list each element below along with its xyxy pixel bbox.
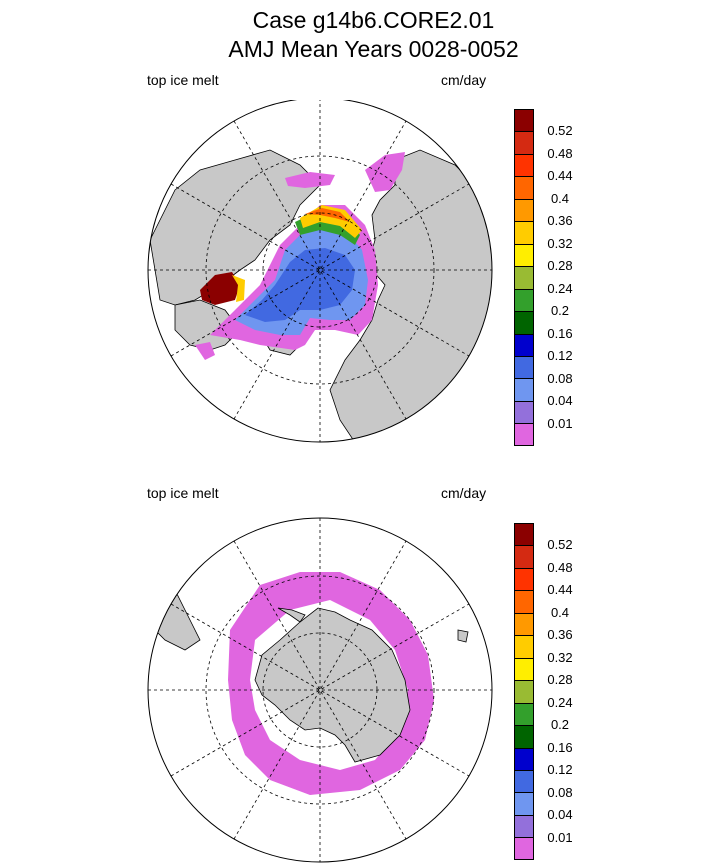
south-colorbar-swatch: [515, 814, 533, 838]
south-panel-label: top ice melt: [147, 485, 219, 501]
north-colorbar-tick-label: 0.28: [547, 258, 573, 274]
south-colorbar-tick-label: 0.08: [547, 784, 573, 800]
north-panel-label: top ice melt: [147, 72, 219, 88]
north-colorbar-tick-label: 0.16: [547, 325, 573, 341]
south-colorbar-tick-label: 0.2: [550, 717, 570, 733]
south-colorbar-swatch: [515, 523, 533, 546]
north-colorbar-tick-label: 0.32: [547, 235, 573, 251]
north-colorbar-tick-label: 0.01: [547, 415, 573, 431]
north-colorbar-tick-label: 0.52: [547, 123, 573, 139]
north-colorbar-swatch: [515, 423, 533, 446]
north-graticule: [148, 100, 492, 442]
north-colorbar-swatch: [515, 266, 533, 289]
south-land-antarctic-peninsula: [277, 607, 306, 623]
south-colorbar-tick-label: 0.04: [547, 807, 573, 823]
figure-title-line1: Case g14b6.CORE2.01: [252, 7, 495, 33]
north-ice-melt-blue: [245, 248, 355, 322]
north-polar-map: [147, 100, 493, 443]
north-map-border: [147, 100, 493, 443]
north-colorbar-swatch: [515, 131, 533, 154]
south-colorbar-box: [514, 523, 534, 860]
north-colorbar-swatch: [515, 109, 533, 132]
south-colorbar-tick-label: 0.52: [547, 537, 573, 553]
south-colorbar-swatch: [515, 769, 533, 793]
north-colorbar: 0.52 0.48 0.44 0.4 0.36 0.32 0.28 0.24 0.2 0.16 0.…: [514, 109, 594, 446]
south-colorbar-tick-label: 0.01: [547, 829, 573, 845]
north-ice-melt-yellow-hudson: [232, 275, 245, 302]
south-colorbar-swatch: [515, 702, 533, 726]
north-ice-melt-orange: [305, 208, 350, 222]
north-ice-melt-baffin: [195, 342, 215, 360]
north-colorbar-swatch: [515, 311, 533, 334]
north-colorbar-swatch: [515, 378, 533, 401]
north-panel-units: cm/day: [441, 72, 487, 88]
north-colorbar-tick-label: 0.4: [550, 190, 570, 206]
south-colorbar-swatch: [515, 545, 533, 568]
south-colorbar-swatch: [515, 657, 533, 681]
south-colorbar-swatch: [515, 725, 533, 748]
south-colorbar-tick-label: 0.32: [547, 649, 573, 665]
north-colorbar-tick-label: 0.44: [547, 168, 573, 184]
south-colorbar-tick-label: 0.16: [547, 739, 573, 755]
south-ice-melt-ring: [228, 572, 434, 795]
north-colorbar-swatch: [515, 355, 533, 379]
south-colorbar-tick-label: 0.12: [547, 762, 573, 778]
north-land-canada-islands: [174, 299, 241, 351]
north-ice-melt-darkred-hudson: [200, 272, 240, 305]
north-colorbar-swatch: [515, 153, 533, 177]
north-ice-melt-bering: [285, 172, 335, 188]
north-colorbar-swatch: [515, 221, 533, 244]
south-colorbar: 0.52 0.48 0.44 0.4 0.36 0.32 0.28 0.24 0.2 0.16 0.…: [514, 523, 594, 860]
south-colorbar-swatch: [515, 792, 533, 815]
north-ice-melt-okhotsk: [365, 152, 405, 192]
south-colorbar-tick-label: 0.28: [547, 672, 573, 688]
south-colorbar-swatch: [515, 747, 533, 770]
south-colorbar-swatch: [515, 680, 533, 703]
north-colorbar-swatch: [515, 400, 533, 424]
north-colorbar-swatch: [515, 243, 533, 267]
north-colorbar-tick-label: 0.12: [547, 348, 573, 364]
south-colorbar-tick-label: 0.44: [547, 582, 573, 598]
north-land-america: [149, 149, 321, 306]
south-graticule: [148, 518, 492, 862]
south-panel-units: cm/day: [441, 485, 487, 501]
south-colorbar-swatch: [515, 635, 533, 658]
south-colorbar-tick-label: 0.4: [550, 604, 570, 620]
south-colorbar-tick-label: 0.36: [547, 627, 573, 643]
north-colorbar-swatch: [515, 288, 533, 312]
north-colorbar-box: [514, 109, 534, 446]
south-colorbar-tick-label: 0.48: [547, 559, 573, 575]
north-colorbar-tick-label: 0.2: [550, 303, 570, 319]
north-colorbar-swatch: [515, 176, 533, 199]
south-land-antarctica: [254, 607, 411, 763]
north-colorbar-tick-label: 0.24: [547, 280, 573, 296]
south-polar-map: [147, 517, 493, 863]
south-map-border: [147, 517, 493, 863]
figure-title-line2: AMJ Mean Years 0028-0052: [228, 36, 519, 62]
south-colorbar-tick-label: 0.24: [547, 694, 573, 710]
south-colorbar-swatch: [515, 590, 533, 613]
north-colorbar-swatch: [515, 333, 533, 356]
south-land-island: [457, 629, 469, 643]
north-colorbar-tick-label: 0.08: [547, 370, 573, 386]
south-colorbar-swatch: [515, 612, 533, 636]
south-colorbar-swatch: [515, 567, 533, 591]
south-colorbar-swatch: [515, 837, 533, 860]
north-colorbar-tick-label: 0.48: [547, 145, 573, 161]
north-colorbar-tick-label: 0.04: [547, 393, 573, 409]
north-colorbar-swatch: [515, 198, 533, 222]
north-colorbar-tick-label: 0.36: [547, 213, 573, 229]
